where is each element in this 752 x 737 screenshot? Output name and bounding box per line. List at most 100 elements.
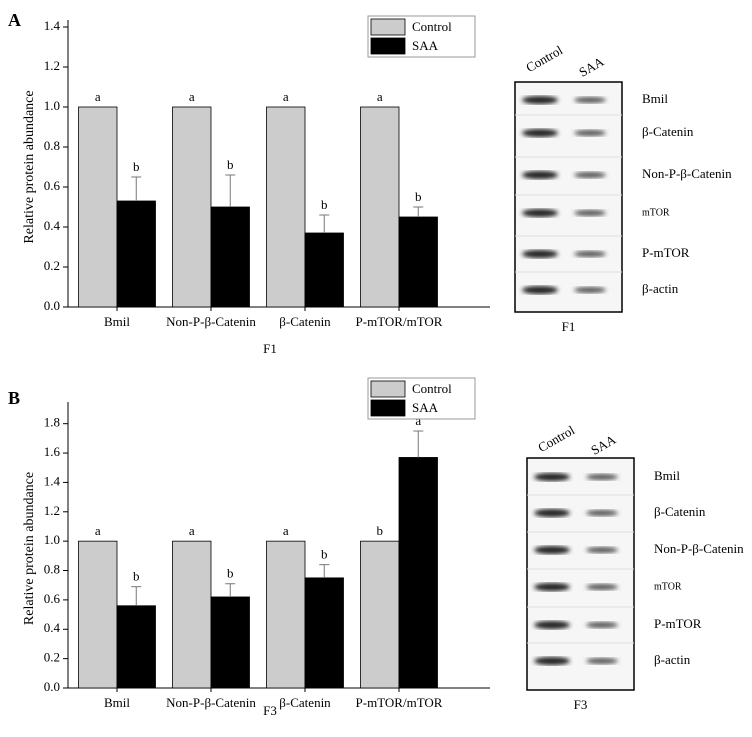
significance-letter: b [321, 197, 328, 212]
blot-row-label: P-mTOR [642, 245, 690, 260]
significance-letter: a [283, 89, 289, 104]
x-tick-label: β-Catenin [279, 695, 331, 710]
y-tick-label: 0.2 [44, 258, 60, 273]
legend-label: Control [412, 381, 452, 396]
blot-band [574, 172, 606, 178]
blot-band [574, 97, 606, 103]
bar [172, 540, 212, 689]
blot-column-label: Control [523, 42, 565, 75]
blot-band [534, 621, 570, 629]
legend-swatch [370, 18, 406, 36]
x-tick-label: P-mTOR/mTOR [356, 695, 443, 710]
y-tick-label: 1.2 [44, 503, 60, 518]
x-tick-label: Bmil [104, 314, 130, 329]
bar [116, 605, 156, 689]
bar [398, 457, 438, 689]
bar [266, 540, 306, 689]
blot-row-label: β-actin [654, 652, 691, 667]
bar [172, 106, 212, 308]
bar [398, 216, 438, 308]
y-tick-label: 0.4 [44, 218, 61, 233]
x-tick-label: Non-P-β-Catenin [166, 695, 256, 710]
y-tick-label: 1.4 [44, 473, 61, 488]
y-tick-label: 1.4 [44, 18, 61, 33]
bar [360, 106, 400, 308]
significance-letter: b [227, 566, 234, 581]
blot-band [522, 286, 558, 294]
blot-band [574, 130, 606, 136]
blot-row-label: β-Catenin [642, 124, 694, 139]
error-bar [319, 564, 330, 578]
bar [360, 540, 400, 689]
blot-row-label: β-Catenin [654, 504, 706, 519]
blot-band [522, 209, 558, 217]
blot-band [586, 584, 618, 590]
blot-row-label: mTOR [642, 207, 670, 218]
x-axis-label: F1 [263, 341, 277, 356]
blot-column-label: SAA [588, 431, 619, 457]
y-axis-label: Relative protein abundance [22, 472, 37, 625]
significance-letter: a [377, 89, 383, 104]
significance-letter: b [415, 189, 422, 204]
blot-band [522, 96, 558, 104]
y-tick-label: 1.0 [44, 532, 60, 547]
panel-letter: A [8, 10, 21, 30]
error-bar [413, 430, 424, 458]
blot-caption: F3 [574, 697, 588, 712]
error-bar [413, 206, 424, 217]
bar [210, 206, 250, 308]
y-tick-label: 0.8 [44, 562, 60, 577]
blot-band [586, 510, 618, 516]
bar [304, 232, 344, 308]
blot-band [586, 622, 618, 628]
x-axis-label: F3 [263, 703, 277, 718]
legend-swatch [370, 380, 406, 398]
blot-row-label: Bmil [642, 91, 668, 106]
bar [78, 106, 118, 308]
blot-band [586, 658, 618, 664]
y-tick-label: 1.0 [44, 98, 60, 113]
significance-letter: b [227, 157, 234, 172]
blot-band [534, 509, 570, 517]
y-tick-label: 0.8 [44, 138, 60, 153]
y-tick-label: 0.6 [44, 178, 61, 193]
significance-letter: a [415, 413, 421, 428]
significance-letter: a [95, 89, 101, 104]
blot-row-label: Bmil [654, 468, 680, 483]
blot-band [574, 287, 606, 293]
significance-letter: a [189, 89, 195, 104]
significance-letter: a [283, 523, 289, 538]
blot-band [534, 657, 570, 665]
significance-letter: b [133, 569, 140, 584]
blot-band [586, 474, 618, 480]
y-tick-label: 0.4 [44, 620, 61, 635]
panel-letter: B [8, 388, 20, 408]
legend-label: SAA [412, 38, 439, 53]
blot-row-label: mTOR [654, 581, 682, 592]
significance-letter: a [95, 523, 101, 538]
legend-label: SAA [412, 400, 439, 415]
legend-swatch [370, 37, 406, 55]
blot-band [586, 547, 618, 553]
significance-letter: b [321, 547, 328, 562]
y-tick-label: 1.2 [44, 58, 60, 73]
bar [210, 596, 250, 689]
bar [304, 577, 344, 689]
y-tick-label: 1.6 [44, 444, 61, 459]
blot-band [522, 171, 558, 179]
x-tick-label: β-Catenin [279, 314, 331, 329]
blot-column-label: SAA [576, 53, 607, 79]
error-bar [319, 214, 330, 233]
bar [266, 106, 306, 308]
blot-column-label: Control [535, 422, 577, 455]
blot-band [534, 583, 570, 591]
x-tick-label: Non-P-β-Catenin [166, 314, 256, 329]
legend-swatch [370, 399, 406, 417]
blot-band [574, 210, 606, 216]
bar [78, 540, 118, 689]
significance-letter: b [377, 523, 384, 538]
error-bar [131, 176, 142, 201]
error-bar [225, 174, 236, 207]
blot-band [522, 250, 558, 258]
